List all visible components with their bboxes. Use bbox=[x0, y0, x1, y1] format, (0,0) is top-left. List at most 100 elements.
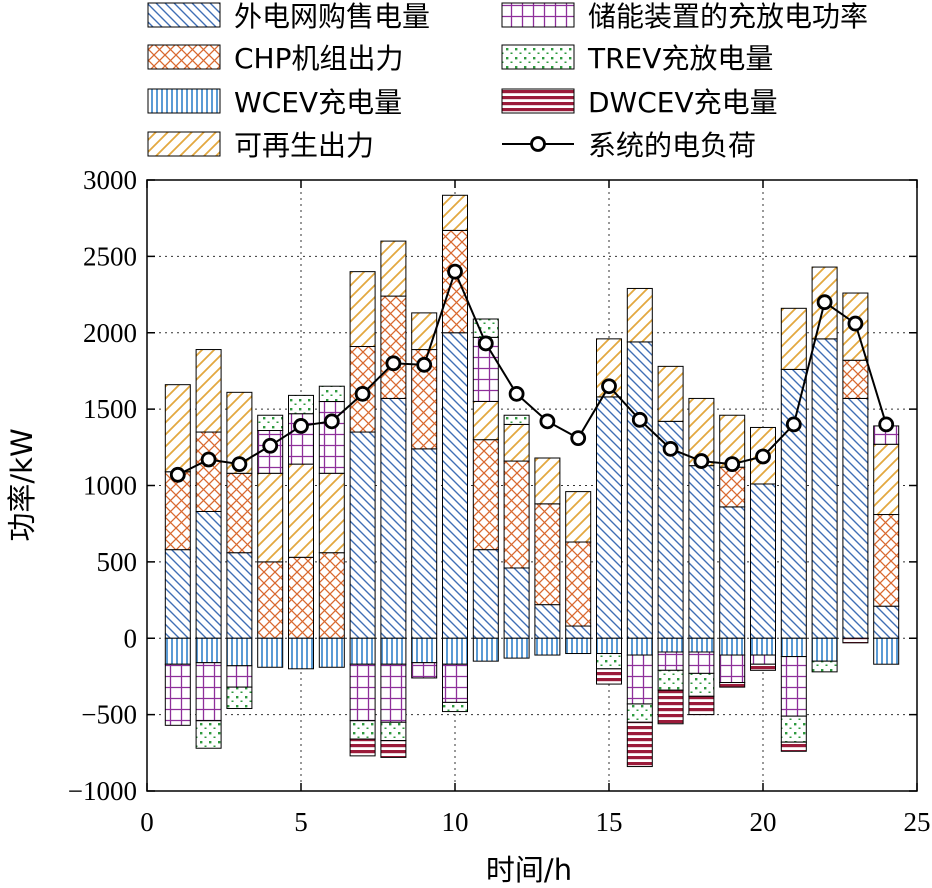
load-point-9 bbox=[416, 356, 433, 373]
bar-storage-19 bbox=[719, 654, 746, 684]
bar-wcev-20 bbox=[750, 637, 776, 656]
bar-wcev-16 bbox=[626, 637, 653, 656]
legend-label-wcev: WCEV充电量 bbox=[234, 86, 402, 119]
x-tick-label: 5 bbox=[294, 807, 308, 837]
legend-label-renew: 可再生出力 bbox=[234, 129, 374, 162]
bar-chp-6 bbox=[318, 552, 345, 639]
bar-grid-7 bbox=[349, 431, 376, 639]
gridlines bbox=[147, 180, 917, 791]
bar-renew-4 bbox=[257, 472, 284, 563]
bar-grid-9 bbox=[411, 448, 438, 639]
bar-wcev-2 bbox=[195, 637, 222, 664]
load-point-10 bbox=[447, 263, 463, 280]
bar-storage-16 bbox=[626, 654, 653, 705]
bar-chp-2 bbox=[195, 431, 222, 512]
legend: 外电网购售电量 CHP机组出力 WCEV充电量 可再生出力 储能装置的充放电功率… bbox=[147, 0, 868, 162]
y-tick-label: 500 bbox=[97, 547, 138, 577]
bar-chp-8 bbox=[380, 295, 407, 399]
bar-storage-3 bbox=[226, 665, 253, 688]
bar-renew-24 bbox=[873, 443, 900, 516]
legend-item-chp: CHP机组出力 bbox=[147, 42, 404, 75]
legend-item-trev: TREV充放电量 bbox=[501, 42, 773, 75]
load-point-22 bbox=[816, 294, 833, 311]
legend-label-storage: 储能装置的充放电功率 bbox=[588, 0, 868, 33]
bar-wcev-12 bbox=[503, 637, 530, 659]
y-axis: 3000 2500 2000 1500 1000 500 0 −500 −1000 bbox=[68, 165, 917, 806]
load-point-8 bbox=[385, 355, 402, 372]
bar-grid-22 bbox=[811, 338, 838, 639]
bar-dwcev-20 bbox=[750, 663, 776, 671]
x-axis-label: 时间/h bbox=[486, 853, 572, 887]
load-point-16 bbox=[631, 411, 648, 428]
bar-grid-3 bbox=[226, 552, 253, 639]
bar-wcev-17 bbox=[657, 637, 684, 653]
bar-renew-14 bbox=[565, 491, 592, 543]
bar-grid-1 bbox=[164, 549, 191, 639]
legend-item-dwcev: DWCEV充电量 bbox=[501, 86, 778, 119]
bar-chp-14 bbox=[565, 541, 592, 627]
bar-chp-10 bbox=[442, 229, 468, 334]
y-tick-label: −500 bbox=[81, 700, 137, 730]
legend-label-grid: 外电网购售电量 bbox=[234, 0, 430, 33]
bar-dwcev-19 bbox=[719, 682, 746, 688]
bar-storage-18 bbox=[688, 651, 715, 674]
load-line bbox=[177, 268, 888, 476]
load-point-24 bbox=[878, 416, 895, 433]
bar-wcev-22 bbox=[811, 637, 838, 662]
bar-trev-10 bbox=[442, 701, 468, 713]
bar-chp-5 bbox=[288, 556, 314, 639]
bar-renew-15 bbox=[596, 338, 622, 398]
bar-wcev-7 bbox=[349, 637, 376, 665]
load-point-6 bbox=[323, 413, 340, 430]
load-point-23 bbox=[847, 315, 864, 332]
bar-trev-4 bbox=[257, 414, 284, 432]
bar-chp-13 bbox=[534, 503, 561, 606]
bar-dwcev-17 bbox=[657, 689, 684, 725]
legend-item-load: 系统的电负荷 bbox=[502, 129, 756, 162]
bar-wcev-5 bbox=[288, 637, 314, 670]
bar-renew-2 bbox=[195, 349, 222, 433]
bar-dwcev-7 bbox=[349, 738, 376, 757]
y-axis-label: 功率/kW bbox=[5, 428, 39, 541]
bar-chp-4 bbox=[257, 561, 284, 639]
bar-wcev-21 bbox=[780, 637, 807, 658]
load-point-3 bbox=[231, 456, 248, 473]
legend-label-load: 系统的电负荷 bbox=[588, 129, 756, 162]
bar-renew-1 bbox=[164, 384, 191, 473]
y-tick-label: −1000 bbox=[68, 776, 137, 806]
load-point-20 bbox=[755, 448, 771, 465]
bar-grid-2 bbox=[195, 510, 222, 639]
bar-storage-21 bbox=[780, 656, 807, 717]
bar-wcev-13 bbox=[534, 637, 561, 656]
bar-dwcev-15 bbox=[596, 668, 622, 685]
y-tick-label: 2000 bbox=[83, 318, 137, 348]
bar-trev-15 bbox=[596, 653, 622, 670]
x-tick-label: 0 bbox=[140, 807, 154, 837]
bar-grid-20 bbox=[750, 483, 776, 639]
legend-item-grid: 外电网购售电量 bbox=[147, 0, 430, 33]
bar-wcev-10 bbox=[442, 637, 468, 665]
legend-label-dwcev: DWCEV充电量 bbox=[588, 86, 778, 119]
bar-storage-20 bbox=[750, 654, 776, 665]
bar-storage-9 bbox=[411, 662, 438, 679]
bar-chp-3 bbox=[226, 472, 253, 554]
load-point-18 bbox=[693, 453, 710, 469]
bar-renew-13 bbox=[534, 457, 561, 505]
bar-storage-10 bbox=[442, 663, 468, 703]
bar-chp-24 bbox=[873, 514, 900, 607]
legend-item-renew: 可再生出力 bbox=[147, 129, 374, 162]
bar-chp-11 bbox=[472, 439, 499, 551]
y-tick-label: 1000 bbox=[83, 471, 137, 501]
bar-trev-3 bbox=[226, 686, 253, 710]
bar-wcev-6 bbox=[318, 637, 345, 668]
load-point-17 bbox=[662, 440, 679, 457]
bar-wcev-19 bbox=[719, 637, 746, 656]
load-point-12 bbox=[508, 385, 525, 402]
bar-renew-21 bbox=[780, 307, 807, 370]
bar-renew-5 bbox=[288, 463, 314, 558]
bar-grid-12 bbox=[503, 567, 530, 639]
bar-storage-2 bbox=[195, 662, 222, 722]
load-point-13 bbox=[539, 413, 556, 430]
bar-trev-8 bbox=[380, 721, 407, 742]
